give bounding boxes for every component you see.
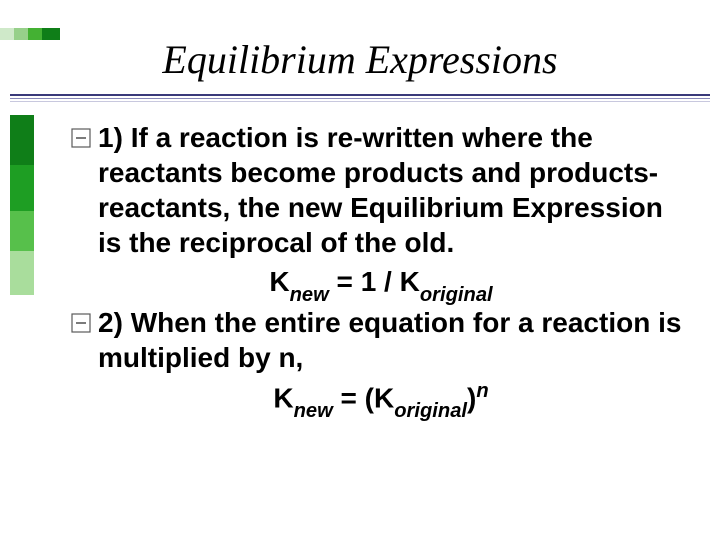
bullet-label: 2) bbox=[98, 307, 123, 338]
slide: Equilibrium Expressions 1) If a reaction… bbox=[0, 0, 720, 540]
bullet-body: If a reaction is re-written where the re… bbox=[98, 122, 663, 258]
left-accent-seg bbox=[10, 211, 34, 251]
eq-close: ) bbox=[467, 382, 476, 413]
eq-k-sub: new bbox=[294, 400, 333, 422]
divider-line bbox=[10, 101, 710, 102]
equation-line: Knew = (Koriginal)n bbox=[70, 379, 692, 421]
eq-mid: = 1 / bbox=[329, 266, 400, 297]
eq-k-base: K bbox=[273, 382, 293, 413]
bullet-item: 2) When the entire equation for a reacti… bbox=[70, 305, 692, 375]
eq-k-base: K bbox=[400, 266, 420, 297]
equation-line: Knew = 1 / Koriginal bbox=[70, 264, 692, 305]
eq-mid: = ( bbox=[333, 382, 374, 413]
eq-k-base: K bbox=[269, 266, 289, 297]
slide-title: Equilibrium Expressions bbox=[0, 36, 720, 83]
divider-line bbox=[10, 94, 710, 96]
title-divider bbox=[10, 94, 710, 102]
divider-line bbox=[10, 98, 710, 99]
dash-bullet-icon bbox=[70, 127, 92, 149]
bullet-label: 1) bbox=[98, 122, 123, 153]
slide-body: 1) If a reaction is re-written where the… bbox=[70, 120, 692, 421]
eq-sup: n bbox=[476, 380, 488, 402]
eq-k-base: K bbox=[374, 382, 394, 413]
bullet-item: 1) If a reaction is re-written where the… bbox=[70, 120, 692, 260]
left-accent-seg bbox=[10, 251, 34, 295]
left-accent-seg bbox=[10, 165, 34, 211]
bullet-text: 1) If a reaction is re-written where the… bbox=[98, 120, 692, 260]
bullet-text: 2) When the entire equation for a reacti… bbox=[98, 305, 692, 375]
left-accent-bar bbox=[10, 115, 34, 295]
eq-k-sub: new bbox=[290, 284, 329, 306]
bullet-body: When the entire equation for a reaction … bbox=[98, 307, 681, 373]
left-accent-seg bbox=[10, 115, 34, 165]
dash-bullet-icon bbox=[70, 312, 92, 334]
eq-k-sub: original bbox=[394, 400, 467, 422]
eq-k-sub: original bbox=[420, 284, 493, 306]
